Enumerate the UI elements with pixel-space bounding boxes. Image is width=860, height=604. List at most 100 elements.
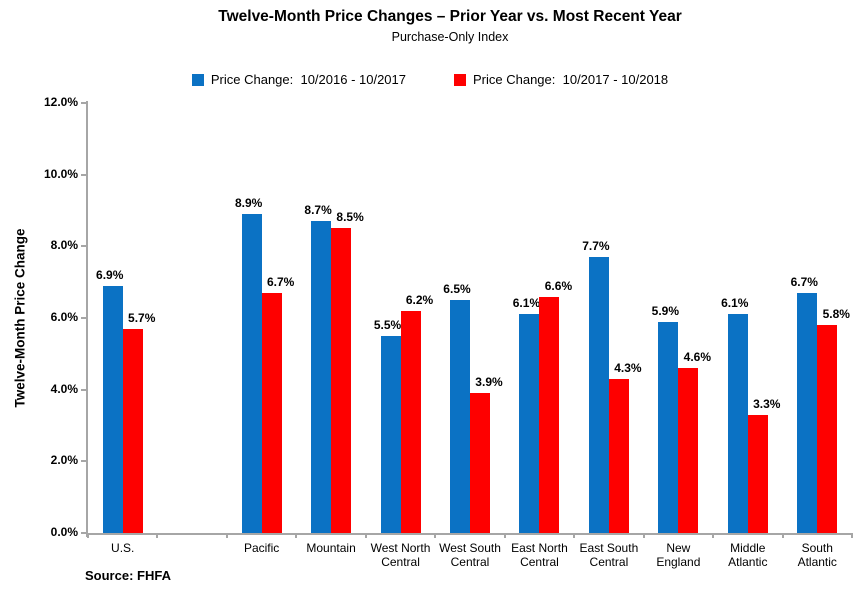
bar-value-label: 5.7% [128,310,156,325]
chart-subtitle: Purchase-Only Index [391,30,509,44]
bar-value-label: 6.7% [790,274,818,289]
y-tick-label: 6.0% [50,310,78,324]
category-group: 8.7% 8.5% [296,103,365,533]
y-tick-mark [81,460,87,463]
bar [241,214,262,533]
bar-value-label: 8.9% [234,196,263,211]
legend: Price Change: 10/2016 - 10/2017 Price Cha… [0,72,860,87]
bar-value-label: 6.9% [96,267,124,282]
bar-value-label: 6.1% [512,296,541,311]
y-tick-mark [81,317,87,319]
x-category-label: East North Central [511,541,568,569]
y-axis-title: Twelve-Month Price Change [12,228,28,408]
x-tick-mark [503,533,506,538]
x-category-label: West South Central [439,541,501,569]
bar [519,314,540,533]
y-tick-label: 2.0% [50,453,78,468]
legend-item-1: Price Change: 10/2017 - 10/2018 [454,72,668,87]
legend-swatch-icon [191,73,204,86]
bar-value-label: 6.7% [266,274,295,289]
legend-label: Price Change: 10/2016 - 10/2017 [210,72,406,87]
bar [678,368,699,533]
bar [797,292,818,533]
bar-value-label: 3.9% [475,375,503,390]
x-category-label: Pacific [243,541,280,555]
bar [122,328,143,533]
category-group: 6.1% 6.6% [505,103,574,533]
bar [727,314,748,533]
bar [449,300,470,533]
y-tick-label: 0.0% [50,525,78,539]
y-tick-mark [81,532,87,534]
category-group: 6.5% 3.9% [435,103,504,533]
y-tick-label: 8.0% [50,238,78,253]
x-tick-mark [87,533,89,538]
bar [747,414,768,533]
y-tick-mark [81,245,87,248]
bar-value-label: 8.5% [336,210,364,225]
category-group: 8.9% 6.7% [227,103,296,533]
y-tick-mark [81,388,87,391]
category-group: 5.9% 4.6% [644,103,713,533]
bar-value-label: 6.5% [443,282,471,297]
y-tick-label: 12.0% [43,95,78,109]
plot-area: 0.0% 2.0% 4.0% 6.0% 8.0% 10.0% 12.0% 6.9% 5.7% U.… [44,95,853,569]
y-axis-line [86,101,88,537]
x-category-label: West North Central [370,541,431,569]
category-group: 5.5% 6.2% [366,103,435,533]
x-tick-mark [712,533,715,538]
y-tick-label: 4.0% [50,381,78,396]
category-group: 7.7% 4.3% [574,103,643,533]
legend-item-0: Price Change: 10/2016 - 10/2017 [191,72,406,87]
x-tick-mark [781,533,784,538]
bar-value-label: 3.3% [753,396,781,411]
bar [588,257,609,533]
bar-value-label: 5.9% [651,303,680,318]
x-category-label: Mountain [306,541,356,555]
bar [658,321,679,533]
x-tick-mark [364,533,367,538]
bar [469,393,490,533]
bar-value-label: 6.1% [721,296,749,311]
category-group: 6.7% 5.8% [783,103,852,533]
x-tick-mark [295,533,298,538]
bar-value-label: 5.8% [822,307,850,322]
bar [608,378,629,533]
x-category-label: New England [656,541,701,569]
y-tick-mark [81,173,87,176]
x-tick-mark [851,533,853,538]
x-tick-mark [434,533,437,538]
bar [380,335,401,533]
x-tick-mark [573,533,576,538]
bar-value-label: 5.5% [373,317,402,332]
legend-swatch-icon [454,73,466,86]
x-category-label: U.S. [111,541,135,555]
category-group: 6.9% 5.7% [88,103,157,533]
x-category-label: Middle Atlantic [728,541,768,569]
x-category-label: East South Central [579,541,639,569]
bar-value-label: 6.6% [544,278,573,293]
bar [311,221,332,533]
bar [261,292,282,533]
y-tick-label: 10.0% [43,166,78,181]
source-note: Source: FHFA [85,568,171,583]
bar [539,296,560,533]
x-tick-mark [642,533,645,538]
bar-value-label: 4.6% [683,350,712,365]
y-tick-mark [81,102,87,104]
x-category-label: South Atlantic [797,541,837,569]
bar [331,228,352,533]
bar [400,310,421,533]
x-axis-line [86,533,852,535]
category-group: 6.1% 3.3% [713,103,782,533]
bar [817,325,838,533]
bar-value-label: 6.2% [405,292,434,307]
bar-value-label: 8.7% [304,203,332,218]
bar-value-label: 7.7% [582,239,610,254]
x-tick-mark [156,533,159,538]
bar [102,285,123,533]
legend-label: Price Change: 10/2017 - 10/2018 [473,72,669,87]
x-tick-mark [225,533,228,538]
chart-title: Twelve-Month Price Changes – Prior Year … [218,8,682,25]
